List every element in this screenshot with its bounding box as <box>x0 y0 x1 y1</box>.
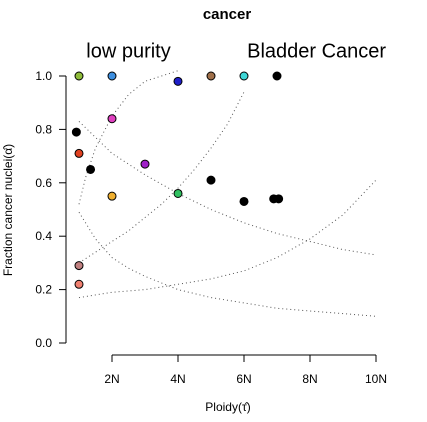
data-point <box>74 279 84 289</box>
data-point <box>272 71 282 81</box>
data-point <box>140 159 150 169</box>
y-tick-label: 0.6 <box>35 176 52 190</box>
data-point <box>206 175 216 185</box>
y-tick-label: 1.0 <box>35 69 52 83</box>
data-point <box>206 71 216 81</box>
data-point <box>274 194 284 204</box>
x-tick-label: 10N <box>365 372 387 386</box>
y-tick-label: 0.8 <box>35 122 52 136</box>
y-axis-label: Fraction cancer nuclei(α̂) <box>1 144 15 276</box>
y-ticks: 0.0 0.2 0.4 0.6 0.8 1.0 <box>35 69 66 350</box>
data-point <box>86 164 96 174</box>
data-point <box>74 148 84 158</box>
dotted-reference-curve <box>78 91 245 264</box>
data-point <box>239 71 249 81</box>
x-tick-label: 4N <box>170 372 185 386</box>
y-tick-label: 0.4 <box>35 229 52 243</box>
x-tick-label: 6N <box>236 372 251 386</box>
x-tick-label: 8N <box>302 372 317 386</box>
chart-title: cancer <box>203 6 252 23</box>
x-tick-label: 2N <box>104 372 119 386</box>
reference-curves <box>78 70 377 317</box>
dotted-reference-curve <box>78 70 179 205</box>
data-points <box>71 71 284 289</box>
x-axis-label: Ploidy(τ̂) <box>205 400 250 414</box>
annotation-bladder-cancer: Bladder Cancer <box>247 40 386 62</box>
data-point <box>239 196 249 206</box>
data-point <box>107 191 117 201</box>
y-tick-label: 0.0 <box>35 336 52 350</box>
dotted-reference-curve <box>78 211 377 317</box>
data-point <box>71 127 81 137</box>
x-ticks: 2N 4N 6N 8N 10N <box>104 355 387 386</box>
y-tick-label: 0.2 <box>35 283 52 297</box>
data-point <box>173 188 183 198</box>
dotted-reference-curve <box>78 179 377 299</box>
data-point <box>107 114 117 124</box>
annotation-low-purity: low purity <box>86 40 170 62</box>
dotted-reference-curve <box>78 121 377 256</box>
data-point <box>74 261 84 271</box>
data-point <box>107 71 117 81</box>
data-point <box>74 71 84 81</box>
annotations: low purity Bladder Cancer <box>86 40 386 62</box>
data-point <box>173 76 183 86</box>
